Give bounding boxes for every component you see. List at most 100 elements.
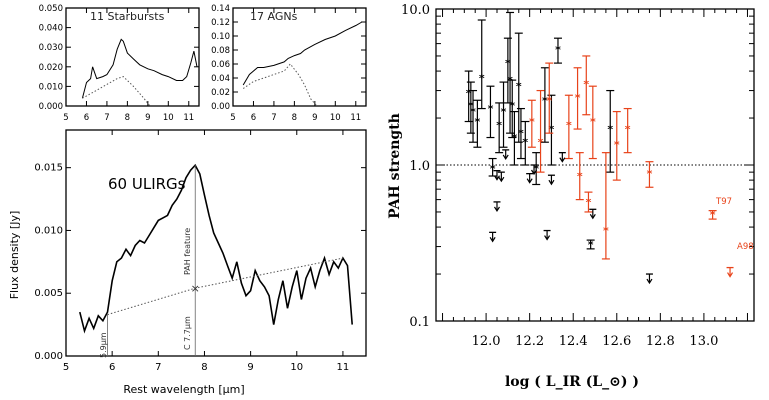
y-tick-label: 0.015: [34, 163, 63, 174]
data-point: *: [546, 94, 552, 107]
x-tick-label: 6: [84, 113, 89, 123]
data-point: *: [607, 123, 613, 136]
data-point: *: [590, 116, 596, 129]
ulirgs-x-axis-label: Rest wavelength [μm]: [123, 383, 244, 396]
x-tick-label: 10: [290, 362, 303, 373]
data-point: *: [647, 168, 653, 181]
spectrum-line: [79, 163, 353, 334]
upper-limit-arrow: [548, 179, 555, 186]
pah-feature-annotation: PAH feature: [183, 228, 192, 275]
y-tick-label: 10.0: [401, 3, 430, 18]
c77-annotation: C 7.7μm: [183, 316, 192, 350]
y-tick-label: 0.020: [39, 63, 63, 73]
data-point: *: [614, 139, 620, 152]
a98-label: A98: [737, 242, 754, 252]
y-tick-label: 0.08: [211, 46, 230, 56]
data-point: *: [603, 225, 609, 238]
y-tick-label: 0.12: [211, 18, 230, 28]
y-tick-label: 0.010: [39, 82, 63, 92]
x-tick-label: 6: [251, 113, 256, 123]
x-tick-label: 11: [337, 362, 350, 373]
spectrum-line: [81, 38, 198, 99]
x-tick-label: 7: [271, 113, 276, 123]
continuum-line: [82, 76, 151, 107]
upper-limit-arrow: [502, 154, 509, 161]
y-tick-label: 0.14: [211, 4, 230, 14]
data-point: *: [516, 80, 522, 93]
data-point: *: [538, 136, 544, 149]
data-point: *: [479, 72, 485, 85]
t97-label: T97: [715, 197, 732, 207]
agns-panel: 5 6 7 8 9 10 11 0.00 0.02 0.04 0.06 0.08 0.10 0.12 0.1…: [211, 4, 367, 123]
x-tick-label: 10: [163, 113, 174, 123]
x-tick-label: 10: [330, 113, 341, 123]
upper-limit-arrow: [498, 176, 505, 183]
x-tick-label: 9: [247, 362, 253, 373]
y-tick-label: 1.0: [409, 159, 430, 174]
ulirgs-panel: 5 6 7 8 9 10 11 0.000 0.005 0.010 0.015 ×: [34, 129, 367, 373]
y-tick-label: 0.04: [211, 74, 230, 84]
x-tick-label: 7: [155, 362, 161, 373]
plot-frame: [65, 129, 367, 357]
starbursts-title: 11 Starbursts: [90, 10, 165, 23]
y-tick-label: 0.000: [39, 102, 63, 112]
data-point: *: [466, 87, 472, 100]
data-point: *: [577, 170, 583, 183]
data-point: *: [542, 94, 548, 107]
y-tick-label: 0.10: [211, 32, 230, 42]
upper-limit-arrow: [589, 213, 596, 220]
data-point: *: [555, 44, 561, 57]
plot-frame: [232, 7, 367, 107]
x-tick-label: 13.0: [689, 334, 718, 349]
ulirgs-y-axis-label: Flux density [Jy]: [8, 211, 21, 300]
x-tick-label: 8: [292, 113, 297, 123]
y-tick-label: 0.06: [211, 60, 230, 70]
x-tick-label: 5: [230, 113, 235, 123]
y-tick-label: 0.00: [211, 102, 230, 112]
data-point: *: [566, 119, 572, 132]
data-point: *: [501, 106, 507, 119]
x-tick-label: 12.2: [515, 334, 544, 349]
data-point: *: [470, 106, 476, 119]
agns-title: 17 AGNs: [250, 10, 298, 23]
data-point: *: [625, 123, 631, 136]
data-point: *: [512, 132, 518, 145]
spectrum-line: [242, 21, 363, 86]
y-tick-label: 0.040: [39, 24, 63, 34]
x-tick-label: 9: [145, 113, 150, 123]
x-tick-label: 9: [312, 113, 317, 123]
y-tick-label: 0.030: [39, 43, 63, 53]
data-point: *: [522, 136, 528, 149]
y-tick-label: 0.02: [211, 88, 230, 98]
59-annotation: 5.9μm: [99, 332, 108, 358]
data-point: *: [496, 119, 502, 132]
data-point: *: [533, 162, 539, 175]
x-tick-label: 12.6: [602, 334, 631, 349]
x-tick-label: 11: [350, 113, 361, 123]
data-point: *: [575, 92, 581, 105]
upper-limit-arrow: [559, 157, 566, 163]
continuum-marker: ×: [191, 282, 200, 295]
x-tick-label: 5: [63, 362, 69, 373]
data-point: *: [490, 162, 496, 175]
starbursts-panel: 5 6 7 8 9 10 11 0.000 0.010 0.020 0.030 0.040 0.050: [39, 4, 200, 123]
plot-frame: [65, 7, 200, 107]
x-tick-label: 8: [125, 113, 130, 123]
upper-limit-arrow: [489, 237, 496, 243]
continuum-line: [242, 63, 318, 107]
y-tick-label: 0.000: [34, 351, 63, 362]
x-tick-label: 12.8: [646, 334, 675, 349]
data-point: *: [710, 209, 716, 222]
y-tick-label: 0.010: [34, 225, 63, 236]
x-tick-label: 7: [104, 113, 109, 123]
data-point: *: [529, 116, 535, 129]
x-tick-label: 5: [63, 113, 68, 123]
data-point: *: [586, 196, 592, 209]
y-tick-label: 0.1: [409, 315, 430, 330]
ulirgs-title: 60 ULIRGs: [108, 175, 186, 193]
data-point: *: [509, 100, 515, 113]
data-point: *: [583, 78, 589, 91]
x-tick-label: 12.0: [472, 334, 501, 349]
data-point: *: [549, 123, 555, 136]
